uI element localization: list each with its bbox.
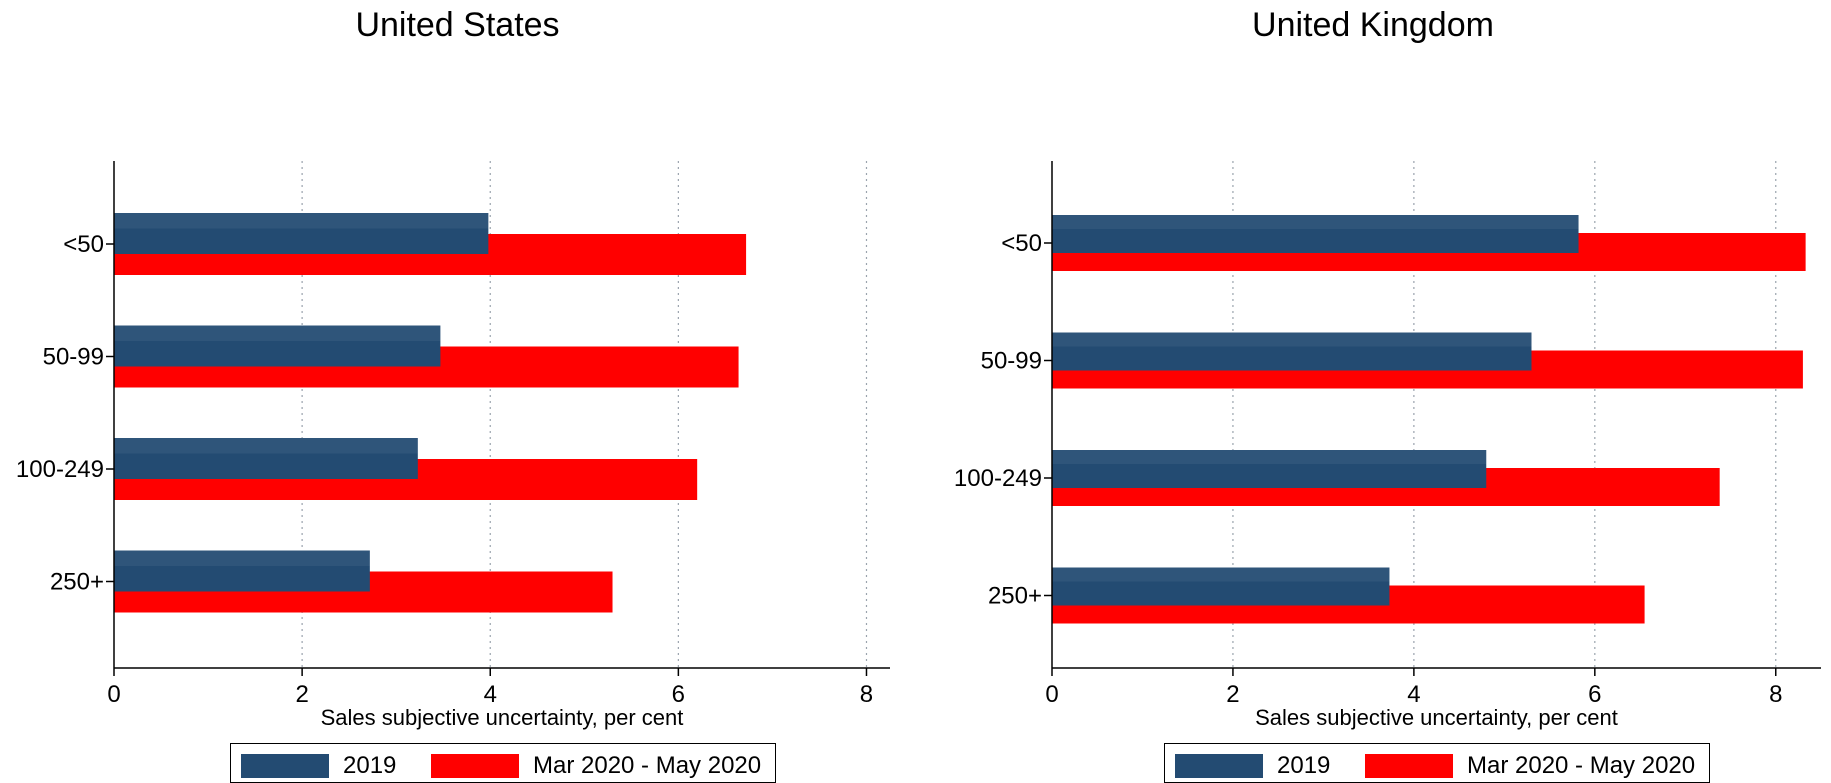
bar-2019 — [1052, 215, 1579, 253]
x-tick-label: 0 — [1045, 681, 1058, 708]
bar-chart-uk: 0 2 4 6 8 <50 50-99 100-249 250+ Sales subjective… — [954, 161, 1821, 730]
x-tick-label: 6 — [672, 681, 685, 708]
x-tick-label: 6 — [1588, 681, 1601, 708]
bar-2019-highlight — [114, 550, 370, 566]
x-tick-label: 0 — [107, 681, 120, 708]
bar-2019 — [114, 325, 441, 367]
x-tick-label: 8 — [1769, 681, 1782, 708]
y-tick-label: 50-99 — [43, 344, 104, 371]
legend-item-2020: Mar 2020 - May 2020 — [431, 752, 761, 780]
bar-2019 — [1052, 567, 1390, 606]
legend-item-2019: 2019 — [241, 752, 396, 780]
chart-title: United Kingdom — [1252, 6, 1494, 44]
legend-swatch-2019 — [241, 754, 329, 778]
bar-2019-highlight — [1052, 332, 1532, 347]
y-tick-label: <50 — [1001, 230, 1042, 257]
bar-2019-highlight — [114, 213, 489, 229]
bar-2019-highlight — [1052, 215, 1579, 229]
x-tick-label: 4 — [1407, 681, 1420, 708]
legend-label: 2019 — [1277, 752, 1331, 779]
legend-item-2019: 2019 — [1175, 752, 1330, 780]
bar-2019-highlight — [1052, 567, 1390, 582]
chart-panel-uk: United Kingdom 0 2 4 6 8 <50 50-99 100-249 250+ S… — [915, 0, 1831, 783]
legend-swatch-2020 — [1365, 754, 1453, 778]
legend-label: Mar 2020 - May 2020 — [1467, 752, 1696, 779]
legend-swatch-2020 — [431, 754, 519, 778]
bar-2019 — [1052, 332, 1532, 371]
legend-label: 2019 — [343, 752, 397, 779]
y-tick-label: 50-99 — [981, 348, 1042, 375]
bar-2019-highlight — [114, 325, 441, 341]
legend: 2019 Mar 2020 - May 2020 — [230, 743, 776, 783]
x-tick-label: 8 — [860, 681, 873, 708]
legend-label: Mar 2020 - May 2020 — [533, 752, 762, 779]
bar-2019 — [114, 213, 489, 254]
x-tick-label: 2 — [1226, 681, 1239, 708]
bar-chart-us: 0 2 4 6 8 <50 50-99 100-249 250+ Sales subjective… — [16, 161, 890, 730]
y-tick-label: 250+ — [988, 583, 1042, 610]
legend: 2019 Mar 2020 - May 2020 — [1164, 743, 1710, 783]
bar-2019 — [114, 550, 370, 592]
y-tick-label: <50 — [63, 231, 104, 258]
legend-swatch-2019 — [1175, 754, 1263, 778]
x-tick-label: 2 — [295, 681, 308, 708]
x-axis-label: Sales subjective uncertainty, per cent — [1255, 705, 1618, 730]
bar-2019 — [114, 438, 418, 479]
chart-panel-us: United States 0 2 4 6 8 <50 50-99 100-249 250+ Sa… — [0, 0, 915, 783]
x-axis-label: Sales subjective uncertainty, per cent — [321, 705, 684, 730]
legend-item-2020: Mar 2020 - May 2020 — [1365, 752, 1695, 780]
bar-2019 — [1052, 450, 1487, 488]
bar-2019-highlight — [1052, 450, 1487, 464]
chart-title: United States — [355, 6, 560, 44]
y-tick-label: 100-249 — [16, 456, 104, 483]
x-tick-label: 4 — [484, 681, 497, 708]
y-tick-label: 250+ — [50, 569, 104, 596]
bar-2019-highlight — [114, 438, 418, 454]
y-tick-label: 100-249 — [954, 465, 1042, 492]
